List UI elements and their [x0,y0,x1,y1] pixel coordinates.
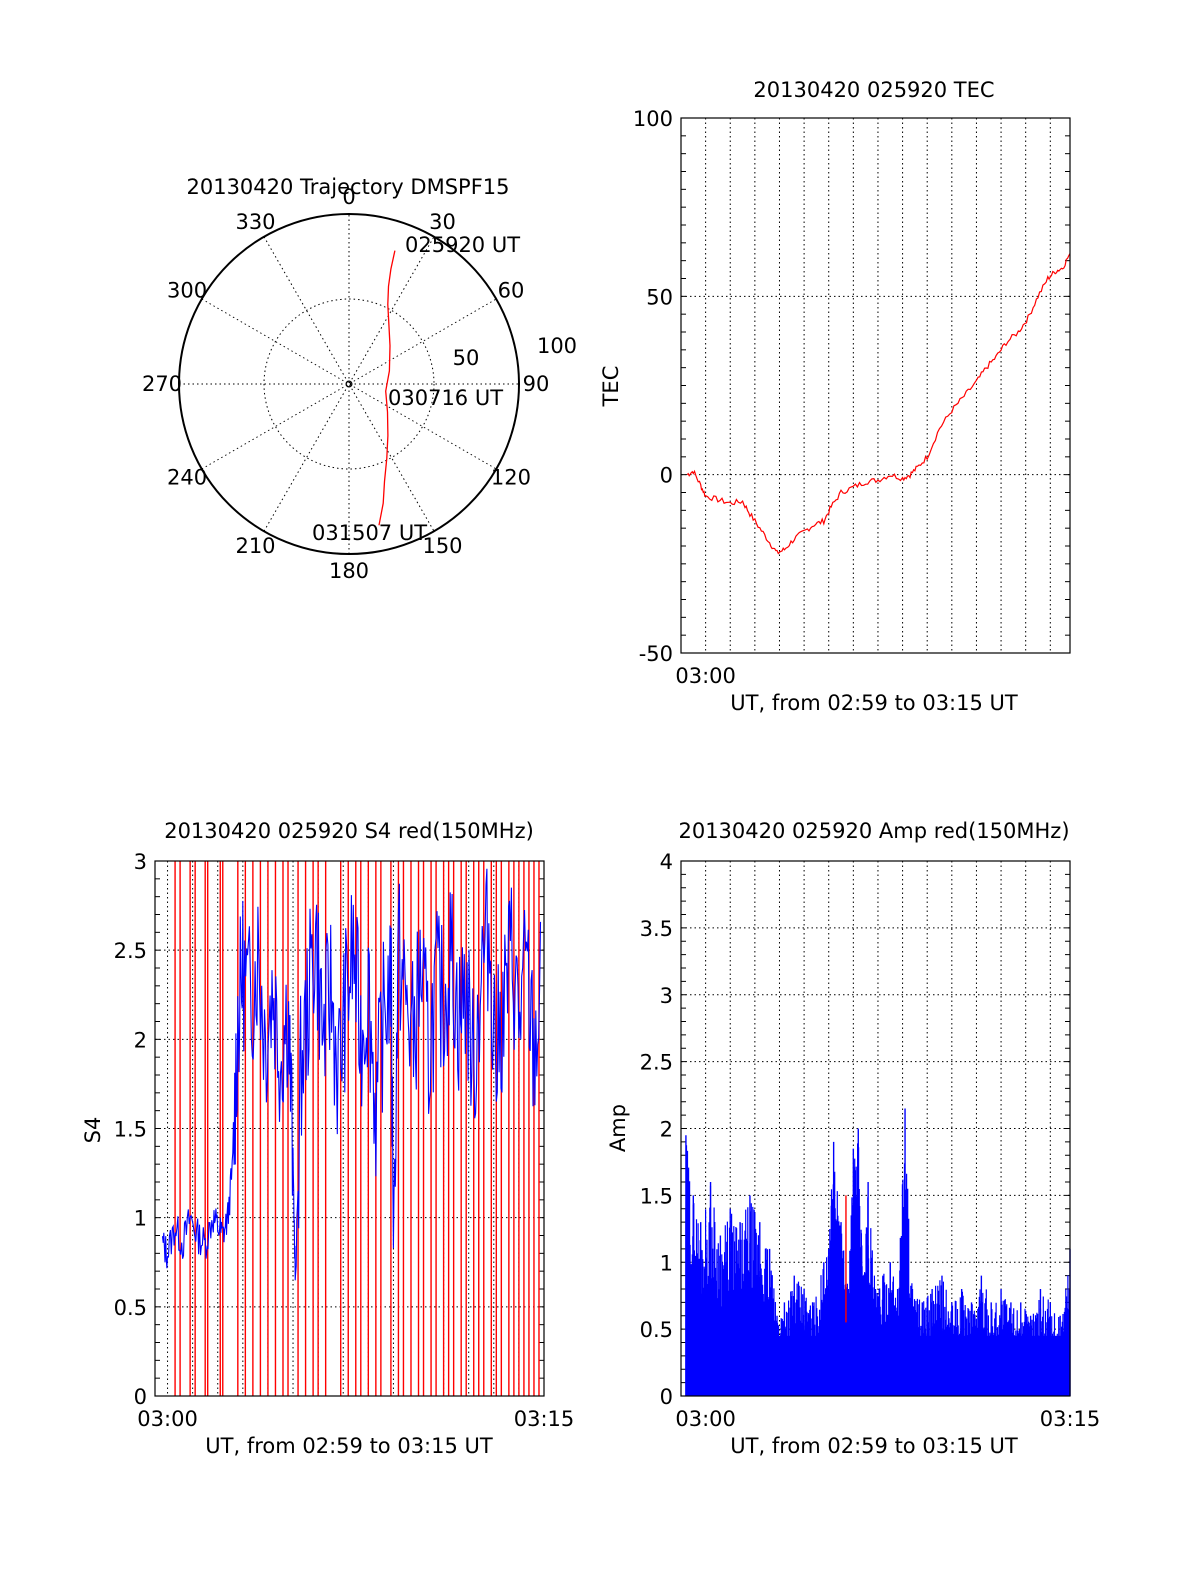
angle-label: 30 [429,210,456,234]
y-tick-label: 1 [134,1207,147,1231]
y-tick-label: 2.5 [114,939,147,963]
y-tick-label: 0.5 [640,1318,673,1342]
y-tick-label: 0 [660,464,673,488]
amp-panel: 20130420 025920 Amp red(150MHz) UT, from… [606,819,1100,1458]
y-tick-label: 1 [660,1251,673,1275]
y-tick-label: 4 [660,850,673,874]
angle-label: 150 [422,534,462,558]
y-tick-label: 1.5 [114,1118,147,1142]
y-tick-label: -50 [639,642,673,666]
angle-label: 270 [142,372,182,396]
s4-panel: 20130420 025920 S4 red(150MHz) UT, from … [81,819,574,1458]
amp-plot: 0 0.5 1 1.5 2 2.5 3 3.5 4 03:00 03:15 [640,850,1101,1431]
y-tick-label: 0 [134,1385,147,1409]
angle-label: 90 [523,372,550,396]
angle-label: 120 [491,466,531,490]
tec-title: 20130420 025920 TEC [753,78,994,102]
trajectory-panel: 20130420 Trajectory DMSPF15 0 30 60 90 120 15… [142,175,577,583]
x-tick-label: 03:00 [137,1407,198,1431]
angle-label: 0 [342,185,355,209]
axis-frame [680,117,1071,654]
trajectory-series [378,250,396,526]
y-tick-label: 3 [134,850,147,874]
axis-frame [680,860,1071,1397]
x-tick-label: 03:15 [1040,1407,1101,1431]
y-tick-label: 2 [660,1118,673,1142]
annotation-end: 031507 UT [312,521,427,545]
trajectory-line [378,250,396,526]
x-tick-label: 03:00 [675,664,736,688]
y-tick-label: 3.5 [640,917,673,941]
angle-label: 210 [235,534,275,558]
annotation-mid: 030716 UT [388,386,503,410]
amp-ylabel: Amp [606,1104,630,1152]
trajectory-title: 20130420 Trajectory DMSPF15 [186,175,509,199]
tec-line [686,253,1071,555]
y-tick-label: 0 [660,1385,673,1409]
y-tick-label: 1.5 [640,1184,673,1208]
tec-plot: -50 0 50 100 03:00 [633,107,1071,688]
angle-label: 300 [167,279,207,303]
s4-title: 20130420 025920 S4 red(150MHz) [164,819,534,843]
tec-panel: 20130420 025920 TEC UT, from 02:59 to 03… [599,78,1071,715]
amp-xlabel: UT, from 02:59 to 03:15 UT [730,1434,1018,1458]
angle-label: 60 [498,279,525,303]
x-tick-label: 03:15 [514,1407,575,1431]
angle-label: 180 [329,559,369,583]
polar-grid [178,213,520,555]
y-tick-label: 3 [660,984,673,1008]
tec-xlabel: UT, from 02:59 to 03:15 UT [730,691,1018,715]
s4-ylabel: S4 [81,1117,105,1144]
annotation-start: 025920 UT [405,233,520,257]
y-tick-label: 2.5 [640,1051,673,1075]
tec-ylabel: TEC [599,366,623,408]
y-tick-label: 100 [633,107,673,131]
y-tick-label: 2 [134,1028,147,1052]
s4-xlabel: UT, from 02:59 to 03:15 UT [205,1434,493,1458]
x-tick-label: 03:00 [675,1407,736,1431]
axis-frame [154,860,545,1397]
y-tick-label: 0.5 [114,1296,147,1320]
radial-label-50: 50 [453,346,480,370]
amp-title: 20130420 025920 Amp red(150MHz) [678,819,1069,843]
polar-angle-labels: 0 30 60 90 120 150 180 210 240 270 300 330 [142,185,549,583]
s4-plot: 0 0.5 1 1.5 2 2.5 3 03:00 03:15 [114,850,575,1431]
s4-blue-line [161,868,542,1281]
radial-label-100: 100 [537,334,577,358]
angle-label: 330 [235,210,275,234]
polar-ring-50 [263,298,435,470]
angle-label: 240 [167,466,207,490]
y-tick-label: 50 [646,285,673,309]
